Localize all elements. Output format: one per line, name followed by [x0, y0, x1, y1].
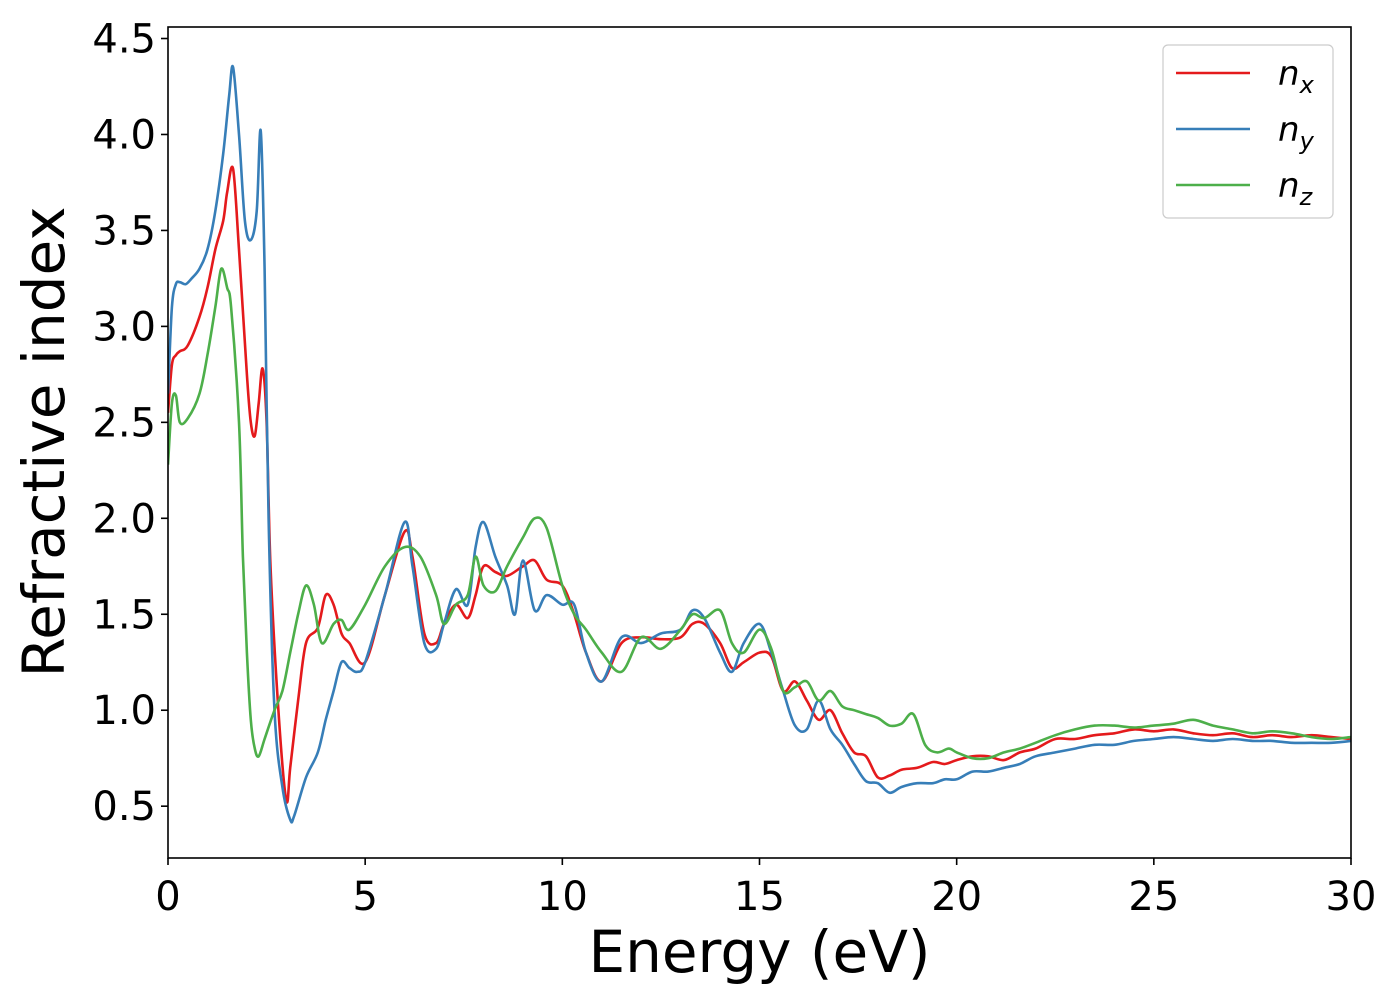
x-tick-label: 30 — [1326, 874, 1377, 920]
y-tick-label: 1.0 — [92, 688, 156, 734]
y-tick-label: 3.5 — [92, 208, 156, 254]
legend-frame — [1162, 44, 1334, 219]
series-line-ny — [168, 64, 1351, 824]
y-tick-label: 0.5 — [92, 784, 156, 830]
x-axis-ticks: 0 5 10 15 20 25 30 — [155, 858, 1376, 920]
y-tick-label: 2.5 — [92, 400, 156, 446]
legend-label-subscript: y — [1299, 127, 1315, 155]
legend-label-subscript: x — [1299, 71, 1315, 99]
legend-label-ny: ny — [1278, 110, 1315, 155]
y-tick-label: 4.0 — [92, 112, 156, 158]
plot-frame — [167, 26, 1352, 859]
legend-label-symbol: n — [1278, 110, 1300, 150]
x-tick-label: 15 — [734, 874, 785, 920]
y-tick-label: 1.5 — [92, 592, 156, 638]
legend-label-symbol: n — [1278, 166, 1300, 206]
x-tick-label: 20 — [931, 874, 982, 920]
legend-label-symbol: n — [1278, 54, 1300, 94]
x-tick-label: 10 — [537, 874, 588, 920]
legend-label-nz: nz — [1278, 166, 1314, 211]
legend-label-subscript: z — [1299, 183, 1314, 211]
x-tick-label: 5 — [352, 874, 377, 920]
series-line-nx — [168, 165, 1351, 804]
y-axis-ticks: 0.5 1.0 1.5 2.0 2.5 3.0 3.5 4.0 4.5 — [92, 17, 168, 830]
y-axis-label: Refractive index — [10, 206, 78, 677]
x-axis-label: Energy (eV) — [588, 918, 930, 986]
x-tick-label: 25 — [1128, 874, 1179, 920]
series-line-nz — [168, 267, 1351, 761]
series-layer — [168, 64, 1351, 824]
x-tick-label: 0 — [155, 874, 180, 920]
y-tick-label: 2.0 — [92, 496, 156, 542]
y-tick-label: 3.0 — [92, 304, 156, 350]
plot-background — [168, 27, 1351, 858]
legend-label-nx: nx — [1278, 54, 1315, 99]
y-tick-label: 4.5 — [92, 17, 156, 63]
